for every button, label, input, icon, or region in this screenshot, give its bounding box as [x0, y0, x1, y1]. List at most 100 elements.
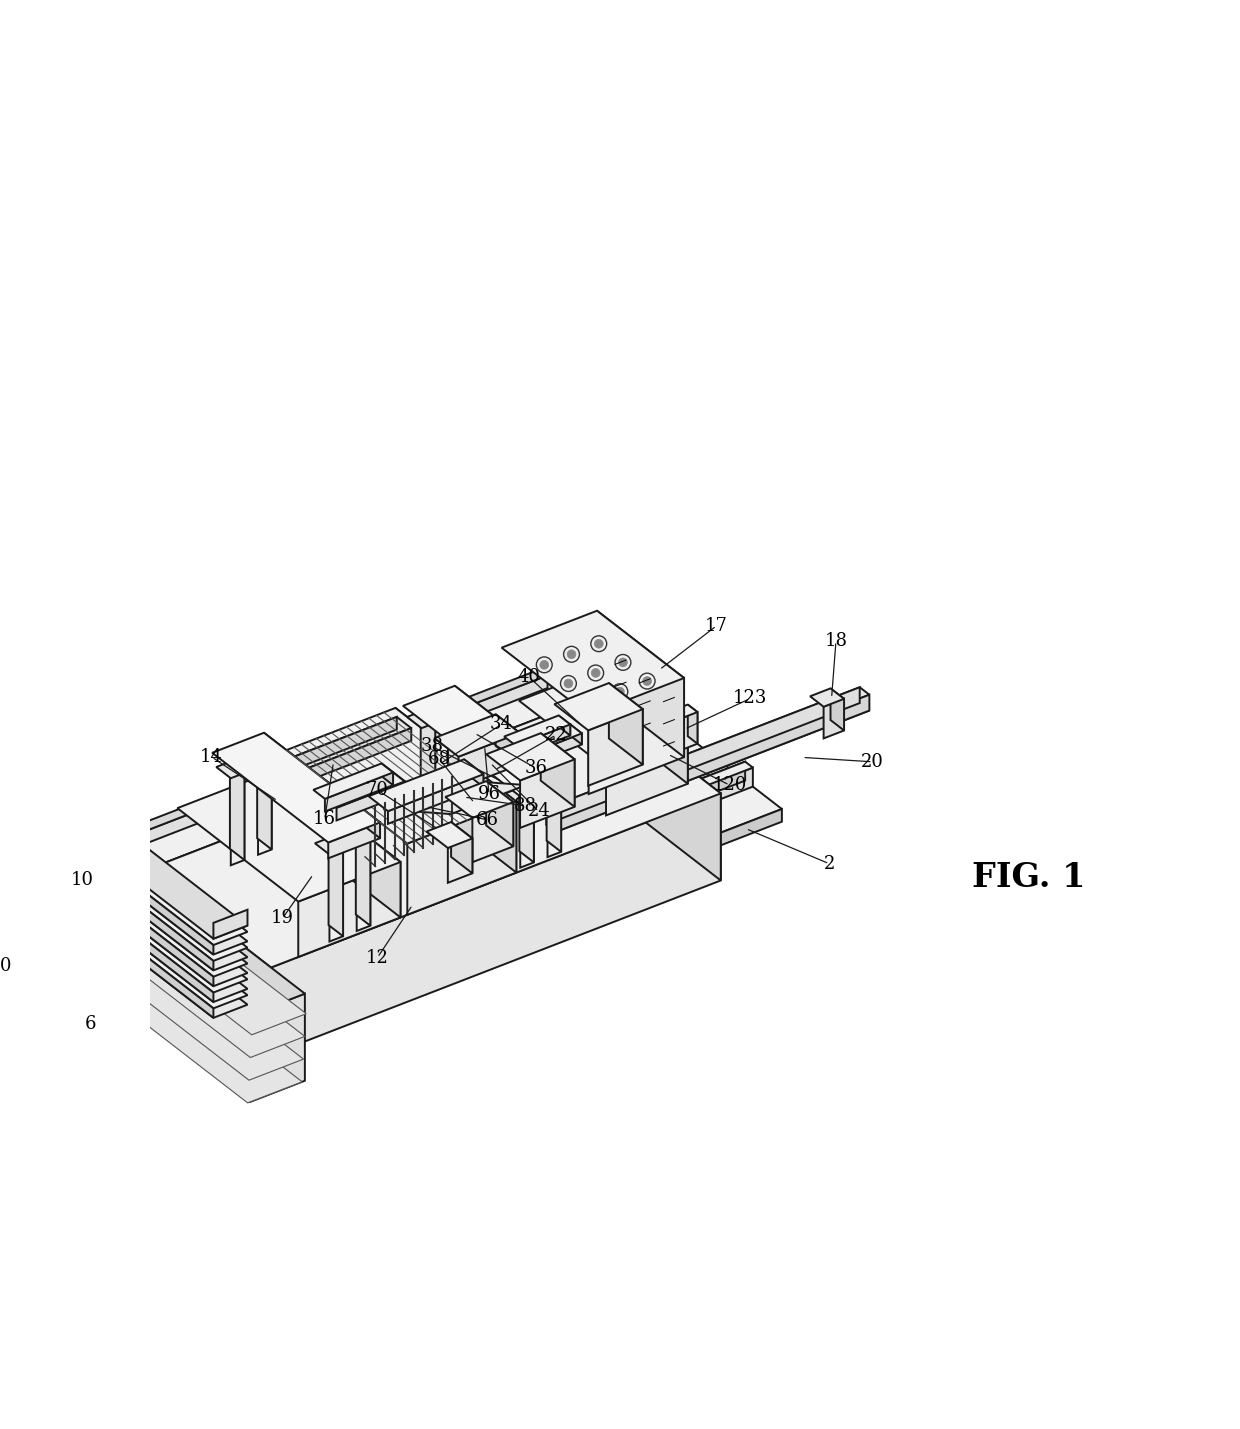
Text: 12: 12 — [366, 949, 389, 966]
Polygon shape — [58, 806, 248, 939]
Polygon shape — [275, 729, 412, 793]
Polygon shape — [329, 823, 379, 859]
Polygon shape — [120, 679, 639, 899]
Text: 100: 100 — [0, 957, 12, 975]
Polygon shape — [325, 773, 404, 807]
Polygon shape — [547, 703, 869, 832]
Text: 70: 70 — [366, 780, 388, 799]
Polygon shape — [216, 762, 244, 779]
Circle shape — [564, 679, 573, 687]
Text: 16: 16 — [314, 810, 336, 829]
Polygon shape — [420, 712, 435, 786]
Polygon shape — [58, 853, 248, 986]
Polygon shape — [58, 869, 248, 1002]
Polygon shape — [596, 610, 684, 757]
Polygon shape — [257, 752, 272, 849]
Polygon shape — [548, 789, 562, 857]
Polygon shape — [486, 782, 513, 846]
Polygon shape — [264, 809, 782, 1022]
Text: FIG. 1: FIG. 1 — [972, 862, 1086, 895]
Polygon shape — [356, 827, 371, 926]
Text: 40: 40 — [517, 667, 541, 686]
Text: 18: 18 — [825, 632, 847, 650]
Polygon shape — [533, 777, 562, 795]
Polygon shape — [448, 839, 472, 883]
Circle shape — [567, 650, 575, 659]
Polygon shape — [688, 704, 697, 743]
Polygon shape — [527, 733, 582, 766]
Polygon shape — [502, 610, 684, 714]
Polygon shape — [129, 686, 646, 905]
Polygon shape — [445, 782, 513, 817]
Polygon shape — [272, 793, 720, 1055]
Polygon shape — [606, 736, 688, 816]
Polygon shape — [325, 773, 393, 812]
Polygon shape — [58, 885, 248, 1017]
Polygon shape — [57, 845, 305, 1015]
Polygon shape — [472, 802, 513, 862]
Polygon shape — [58, 876, 248, 1009]
Circle shape — [591, 669, 600, 677]
Text: 24: 24 — [527, 803, 551, 820]
Polygon shape — [521, 799, 534, 867]
Polygon shape — [58, 827, 248, 960]
Polygon shape — [250, 993, 305, 1102]
Circle shape — [642, 677, 651, 686]
Polygon shape — [357, 839, 371, 930]
Text: 17: 17 — [706, 617, 728, 634]
Polygon shape — [139, 676, 548, 846]
Polygon shape — [616, 712, 697, 776]
Polygon shape — [388, 775, 484, 825]
Text: 14: 14 — [200, 747, 223, 766]
Polygon shape — [831, 689, 844, 730]
Polygon shape — [559, 716, 570, 736]
Polygon shape — [71, 860, 264, 1022]
Polygon shape — [58, 826, 213, 955]
Polygon shape — [58, 873, 213, 1002]
Polygon shape — [434, 702, 463, 717]
Text: 19: 19 — [272, 909, 294, 927]
Polygon shape — [516, 725, 582, 755]
Polygon shape — [588, 709, 642, 786]
Polygon shape — [243, 752, 272, 767]
Polygon shape — [260, 717, 397, 782]
Polygon shape — [58, 865, 306, 1035]
Polygon shape — [506, 787, 534, 805]
Polygon shape — [212, 733, 379, 843]
Text: 38: 38 — [420, 737, 443, 756]
Polygon shape — [71, 660, 782, 1009]
Circle shape — [594, 639, 603, 649]
Polygon shape — [810, 689, 844, 707]
Polygon shape — [56, 910, 304, 1080]
Polygon shape — [516, 725, 570, 756]
Text: 34: 34 — [490, 716, 513, 733]
Polygon shape — [455, 686, 570, 789]
Text: 6: 6 — [84, 1015, 95, 1033]
Polygon shape — [227, 762, 753, 967]
Polygon shape — [368, 759, 484, 812]
Polygon shape — [459, 733, 520, 789]
Polygon shape — [496, 714, 520, 765]
Polygon shape — [131, 669, 548, 833]
Text: 66: 66 — [476, 810, 500, 829]
Text: 123: 123 — [733, 689, 768, 707]
Polygon shape — [264, 733, 379, 839]
Polygon shape — [382, 763, 393, 785]
Polygon shape — [120, 679, 646, 886]
Polygon shape — [589, 677, 684, 795]
Text: 36: 36 — [525, 759, 548, 777]
Polygon shape — [314, 763, 393, 799]
Polygon shape — [58, 857, 213, 986]
Polygon shape — [279, 769, 401, 917]
Polygon shape — [393, 773, 404, 795]
Polygon shape — [609, 683, 642, 765]
Polygon shape — [383, 780, 526, 815]
Polygon shape — [213, 910, 248, 939]
Polygon shape — [520, 669, 688, 767]
Polygon shape — [57, 887, 305, 1057]
Polygon shape — [329, 837, 343, 936]
Polygon shape — [606, 704, 697, 743]
Text: 96: 96 — [477, 786, 501, 803]
Text: 68: 68 — [428, 750, 450, 767]
Polygon shape — [330, 849, 343, 942]
